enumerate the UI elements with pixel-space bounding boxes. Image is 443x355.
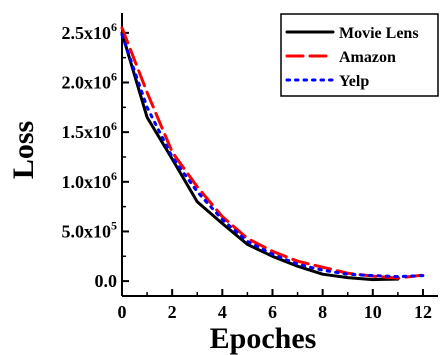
- y-tick-label: 2.5x106: [62, 20, 118, 43]
- x-tick-label: 6: [268, 302, 277, 322]
- y-tick-label: 1.5x106: [62, 119, 118, 142]
- x-tick-label: 12: [414, 302, 432, 322]
- y-tick-label: 5.0x105: [62, 218, 118, 241]
- legend-box: [280, 13, 439, 97]
- x-tick-label: 2: [168, 302, 177, 322]
- legend-label: Movie Lens: [339, 25, 419, 42]
- legend-label: Amazon: [339, 49, 396, 66]
- series-line-movie-lens: [120, 31, 400, 282]
- y-tick-label: 2.0x106: [62, 70, 118, 93]
- x-tick-label: 4: [218, 302, 227, 322]
- axes: 0 2 4 6 8 10 12 0.0 5.0x105 1.0x106 1.5x106 2.0x106…: [62, 13, 438, 322]
- y-axis-title: Loss: [7, 121, 40, 179]
- series-lines: [120, 26, 425, 282]
- legend-label: Yelp: [339, 73, 369, 90]
- x-tick-label: 10: [364, 302, 382, 322]
- series-line-yelp: [120, 33, 425, 279]
- y-tick-label: 0.0: [95, 271, 118, 291]
- x-tick-label: 8: [318, 302, 327, 322]
- x-axis-title: Epoches: [210, 322, 317, 355]
- y-tick-label: 1.0x106: [62, 169, 118, 192]
- legend: Movie Lens Amazon Yelp: [280, 13, 439, 97]
- x-tick-label: 0: [118, 302, 127, 322]
